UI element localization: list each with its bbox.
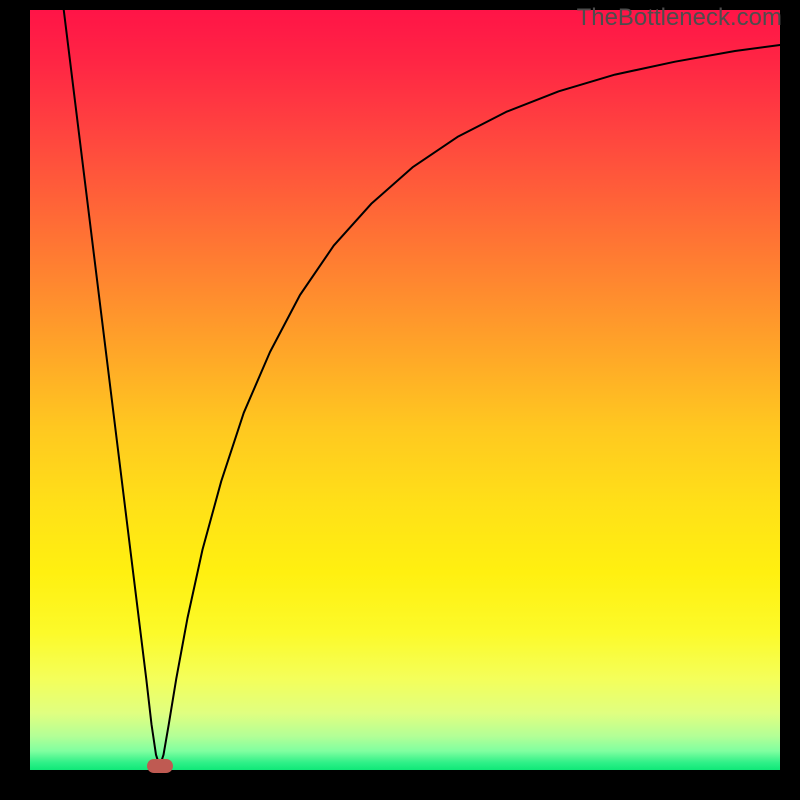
curve-line (30, 10, 780, 770)
watermark-text: TheBottleneck.com (577, 4, 782, 32)
minimum-marker (147, 759, 173, 773)
chart-container: TheBottleneck.com (0, 0, 800, 800)
plot-area (30, 10, 780, 770)
